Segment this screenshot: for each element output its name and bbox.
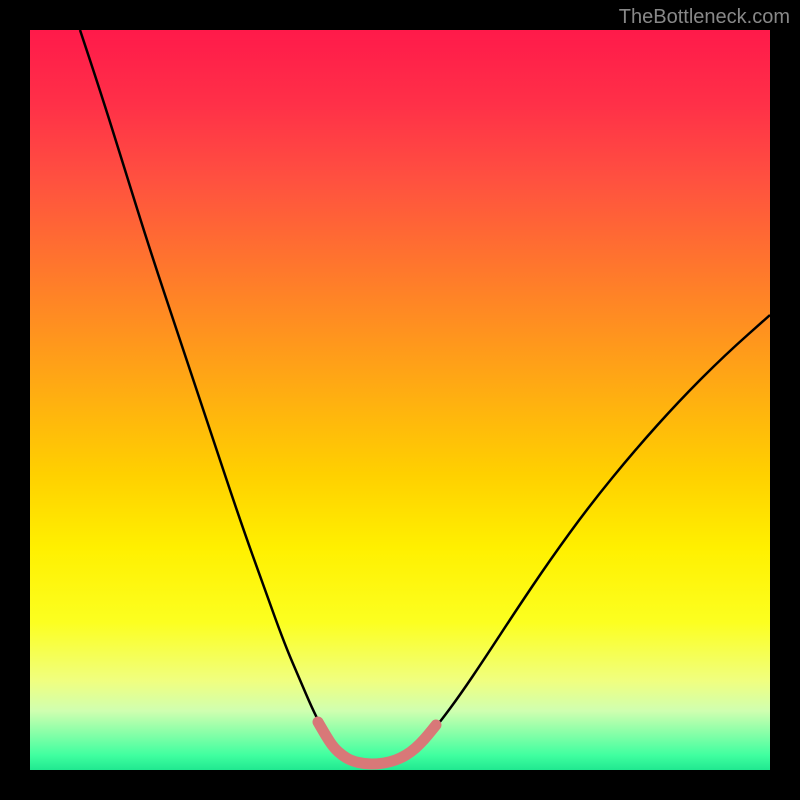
plot-area xyxy=(30,30,770,770)
watermark-text: TheBottleneck.com xyxy=(619,6,790,29)
bottom-marker-line xyxy=(318,722,436,764)
curve-overlay xyxy=(30,30,770,770)
v-curve-line xyxy=(80,30,770,764)
